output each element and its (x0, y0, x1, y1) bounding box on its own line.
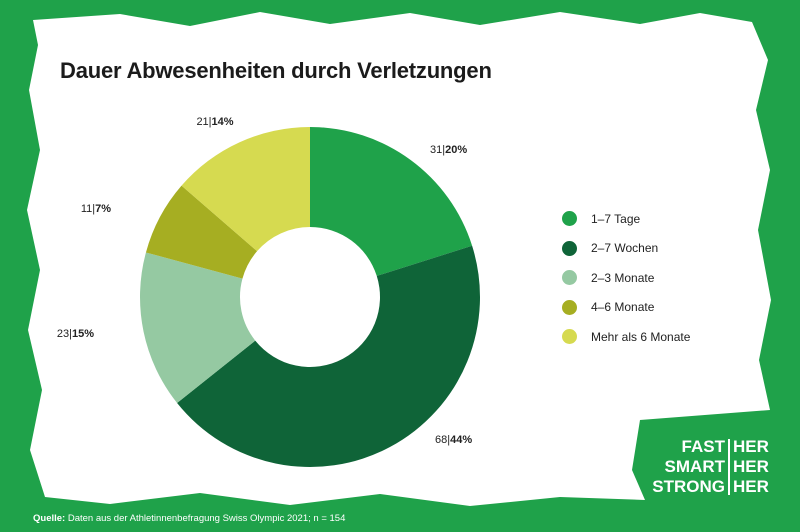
slice-value-label: 68|44% (435, 434, 472, 446)
slice-labels: 31|20% 68|44% 23|15% 11|7% 21|14% (57, 116, 472, 446)
legend-item-1-7-tage: 1–7 Tage (562, 204, 690, 234)
legend-label: Mehr als 6 Monate (591, 329, 691, 344)
brand-word: FAST (681, 437, 725, 456)
legend-swatch (562, 299, 577, 315)
donut-slices (140, 127, 480, 467)
slice-2-7-wochen (177, 245, 480, 467)
brand-words-right: HER HER HER (733, 437, 769, 497)
legend-item-2-3-monate: 2–3 Monate (562, 263, 690, 293)
slice-4-6-monate (145, 185, 258, 279)
legend: 1–7 Tage 2–7 Wochen 2–3 Monate 4–6 Monat… (562, 204, 690, 352)
legend-item-2-7-wochen: 2–7 Wochen (562, 234, 690, 264)
slice-mehr-als-6-monate (181, 127, 310, 252)
legend-label: 2–7 Wochen (591, 241, 659, 256)
source-note: Quelle: Daten aus der Athletinnenbefragu… (33, 513, 345, 524)
brand-divider (728, 439, 730, 495)
legend-label: 4–6 Monate (591, 300, 655, 315)
brand-word: HER (733, 477, 769, 496)
brand-word: SMART (664, 457, 725, 476)
legend-swatch (562, 270, 577, 286)
slice-value-label: 11|7% (81, 203, 111, 215)
slice-value-label: 21|14% (196, 116, 233, 128)
slice-2-3-monate (140, 252, 256, 403)
legend-swatch (562, 329, 577, 345)
brand-words-left: FAST SMART STRONG (652, 437, 725, 497)
slice-value-label: 23|15% (57, 328, 94, 340)
legend-swatch (562, 240, 577, 256)
legend-item-4-6-monate: 4–6 Monate (562, 293, 690, 323)
legend-swatch (562, 211, 577, 227)
source-label: Quelle: (33, 513, 66, 524)
source-text: Daten aus der Athletinnenbefragung Swiss… (65, 513, 346, 524)
legend-item-mehr-als-6-monate: Mehr als 6 Monate (562, 322, 690, 352)
brand-word: HER (733, 437, 769, 456)
brand-word: STRONG (652, 477, 725, 496)
legend-label: 1–7 Tage (591, 211, 641, 226)
slice-1-7-tage (310, 127, 473, 276)
brand-word: HER (733, 457, 769, 476)
brand-logo: FAST SMART STRONG HER HER HER (651, 437, 776, 497)
legend-label: 2–3 Monate (591, 270, 655, 285)
slice-value-label: 31|20% (430, 144, 467, 156)
chart-title: Dauer Abwesenheiten durch Verletzungen (60, 58, 492, 83)
